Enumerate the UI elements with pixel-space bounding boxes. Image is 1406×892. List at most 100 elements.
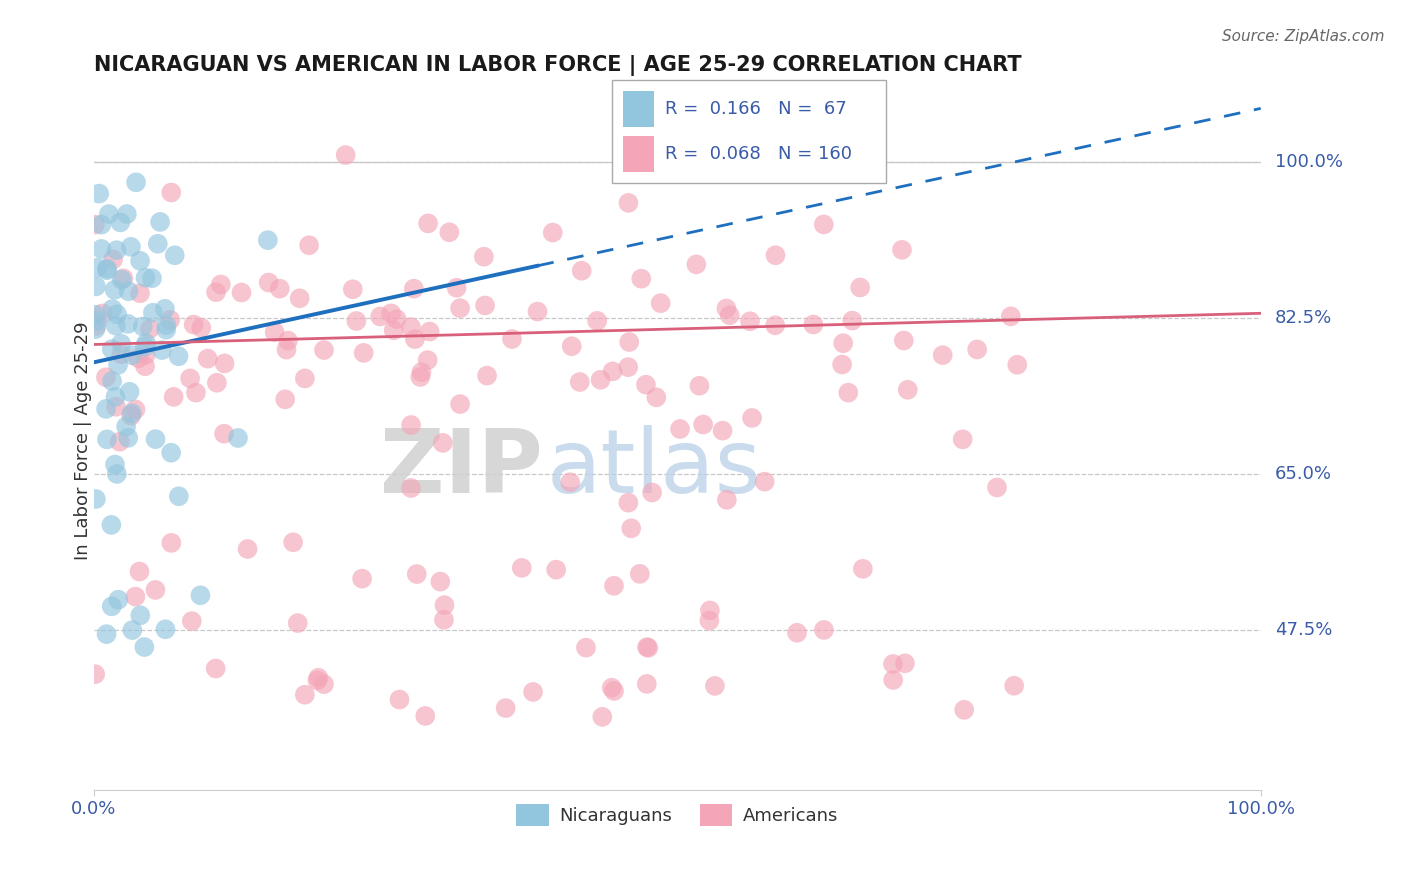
Point xyxy=(287,615,309,630)
Point xyxy=(1000,310,1022,324)
Point xyxy=(603,579,626,593)
Point xyxy=(96,627,118,641)
Point xyxy=(105,243,128,257)
Point xyxy=(101,252,124,267)
Point xyxy=(307,671,329,685)
Point xyxy=(882,673,904,687)
Point xyxy=(541,226,564,240)
Point xyxy=(419,325,441,339)
Point xyxy=(307,673,329,688)
Point xyxy=(738,314,761,328)
Point xyxy=(501,332,523,346)
Point xyxy=(145,582,167,597)
Point xyxy=(155,323,177,337)
Text: Source: ZipAtlas.com: Source: ZipAtlas.com xyxy=(1222,29,1385,44)
Point xyxy=(953,703,976,717)
Point xyxy=(716,301,738,316)
Point xyxy=(125,175,148,189)
Point xyxy=(134,640,156,654)
Y-axis label: In Labor Force | Age 25-29: In Labor Force | Age 25-29 xyxy=(75,321,91,559)
Point xyxy=(160,446,183,460)
Point xyxy=(404,332,426,346)
Point xyxy=(952,433,974,447)
Point xyxy=(139,322,162,336)
Point xyxy=(97,207,120,221)
Point xyxy=(416,353,439,368)
Point xyxy=(1002,679,1025,693)
Point xyxy=(145,432,167,446)
Point xyxy=(128,565,150,579)
Point xyxy=(711,424,734,438)
Point xyxy=(274,392,297,407)
Point xyxy=(121,406,143,420)
Point xyxy=(813,623,835,637)
Point xyxy=(101,301,124,316)
Point xyxy=(117,431,139,445)
Point xyxy=(568,375,591,389)
Point xyxy=(352,572,374,586)
Point xyxy=(409,370,432,384)
Point xyxy=(986,481,1008,495)
Point xyxy=(786,625,808,640)
Point xyxy=(312,343,335,357)
Point xyxy=(832,336,855,351)
Point xyxy=(167,489,190,503)
Point xyxy=(288,291,311,305)
Point xyxy=(121,348,143,362)
Point xyxy=(699,603,721,617)
Point xyxy=(110,215,132,229)
Point xyxy=(160,536,183,550)
Point xyxy=(439,225,461,239)
Point xyxy=(84,279,107,293)
Point xyxy=(765,248,787,262)
Point xyxy=(561,339,583,353)
Point xyxy=(620,521,643,535)
Point xyxy=(382,323,405,337)
Point xyxy=(124,402,146,417)
Point xyxy=(111,273,134,287)
Point xyxy=(433,598,456,612)
Point xyxy=(104,390,127,404)
Point xyxy=(129,286,152,301)
Point xyxy=(107,592,129,607)
Point xyxy=(141,271,163,285)
Point xyxy=(112,271,135,285)
Point xyxy=(104,458,127,472)
Point xyxy=(474,298,496,312)
Point xyxy=(205,376,228,390)
Point xyxy=(831,358,853,372)
Point xyxy=(89,186,111,201)
Point xyxy=(586,314,609,328)
Text: ZIP: ZIP xyxy=(381,425,543,512)
Point xyxy=(813,218,835,232)
Point xyxy=(209,277,232,292)
Point xyxy=(741,411,763,425)
Point xyxy=(335,148,357,162)
Point xyxy=(179,371,201,385)
Point xyxy=(104,318,127,333)
Point xyxy=(475,368,498,383)
Point xyxy=(801,318,824,332)
Point xyxy=(294,688,316,702)
Point xyxy=(134,270,156,285)
Point xyxy=(637,640,659,655)
Point xyxy=(852,562,875,576)
Text: R =  0.166   N =  67: R = 0.166 N = 67 xyxy=(665,100,846,118)
Point xyxy=(685,257,707,271)
Point xyxy=(526,304,548,318)
Point xyxy=(294,371,316,385)
Point xyxy=(115,419,138,434)
Point xyxy=(669,422,692,436)
Point xyxy=(214,356,236,370)
Point xyxy=(256,233,278,247)
Point xyxy=(931,348,953,362)
Point xyxy=(101,342,124,356)
Point xyxy=(754,475,776,489)
Point xyxy=(636,640,658,654)
Point xyxy=(163,248,186,262)
Point xyxy=(837,385,859,400)
Point xyxy=(399,418,422,433)
Point xyxy=(90,242,112,256)
Point xyxy=(416,216,439,230)
Point xyxy=(385,312,408,326)
